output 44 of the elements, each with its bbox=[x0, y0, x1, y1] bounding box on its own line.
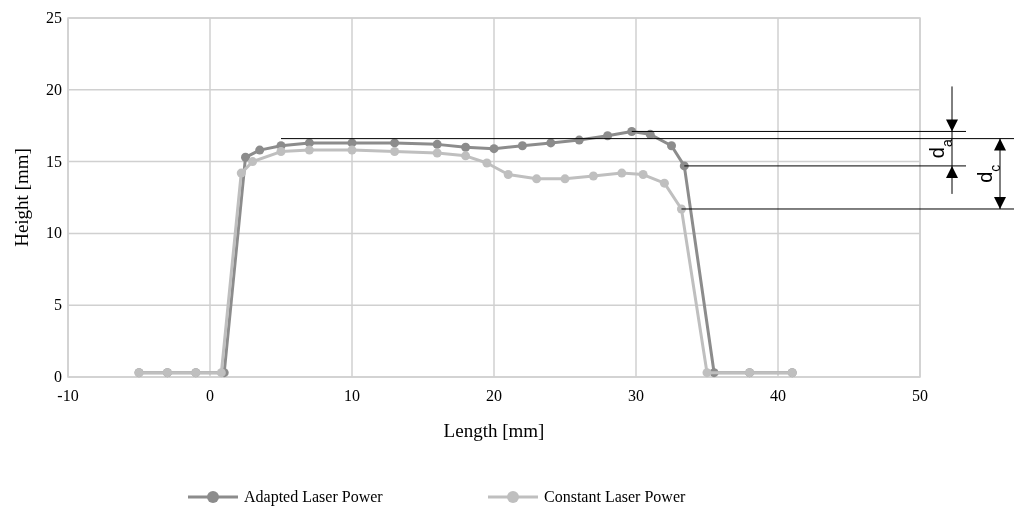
point bbox=[659, 178, 669, 188]
y-tick-label: 25 bbox=[46, 9, 62, 26]
x-tick-label: 30 bbox=[628, 387, 644, 404]
point bbox=[390, 138, 400, 148]
point bbox=[461, 151, 471, 161]
point bbox=[702, 368, 712, 378]
y-axis-title: Height [mm] bbox=[11, 148, 32, 247]
point bbox=[432, 139, 442, 149]
point bbox=[517, 141, 527, 151]
point bbox=[627, 126, 637, 136]
point bbox=[432, 148, 442, 158]
point bbox=[489, 144, 499, 154]
x-tick-label: 20 bbox=[486, 387, 502, 404]
point bbox=[503, 170, 513, 180]
x-tick-label: 40 bbox=[770, 387, 786, 404]
point bbox=[304, 145, 314, 155]
point bbox=[347, 145, 357, 155]
x-tick-label: 50 bbox=[912, 387, 928, 404]
point bbox=[546, 138, 556, 148]
y-tick-label: 5 bbox=[54, 296, 62, 314]
y-tick-label: 20 bbox=[46, 80, 62, 98]
point bbox=[588, 171, 598, 181]
y-tick-label: 10 bbox=[46, 224, 62, 242]
legend-label: Constant Laser Power bbox=[544, 488, 686, 505]
point bbox=[390, 147, 400, 157]
point bbox=[241, 152, 250, 162]
legend-label: Adapted Laser Power bbox=[244, 488, 384, 506]
point bbox=[248, 157, 258, 167]
point bbox=[560, 174, 570, 184]
point bbox=[276, 147, 286, 157]
point bbox=[461, 142, 471, 152]
point bbox=[667, 141, 676, 151]
point bbox=[617, 168, 627, 178]
x-tick-label: -10 bbox=[57, 387, 79, 404]
x-tick-label: 0 bbox=[206, 387, 214, 404]
point bbox=[638, 170, 648, 180]
point bbox=[532, 174, 542, 184]
y-tick-label: 15 bbox=[46, 152, 62, 170]
point bbox=[236, 168, 246, 178]
point bbox=[482, 158, 492, 168]
x-axis-title: Length [mm] bbox=[443, 420, 545, 441]
point bbox=[255, 145, 265, 155]
x-tick-label: 10 bbox=[344, 387, 360, 404]
y-tick-label: 0 bbox=[54, 368, 62, 385]
